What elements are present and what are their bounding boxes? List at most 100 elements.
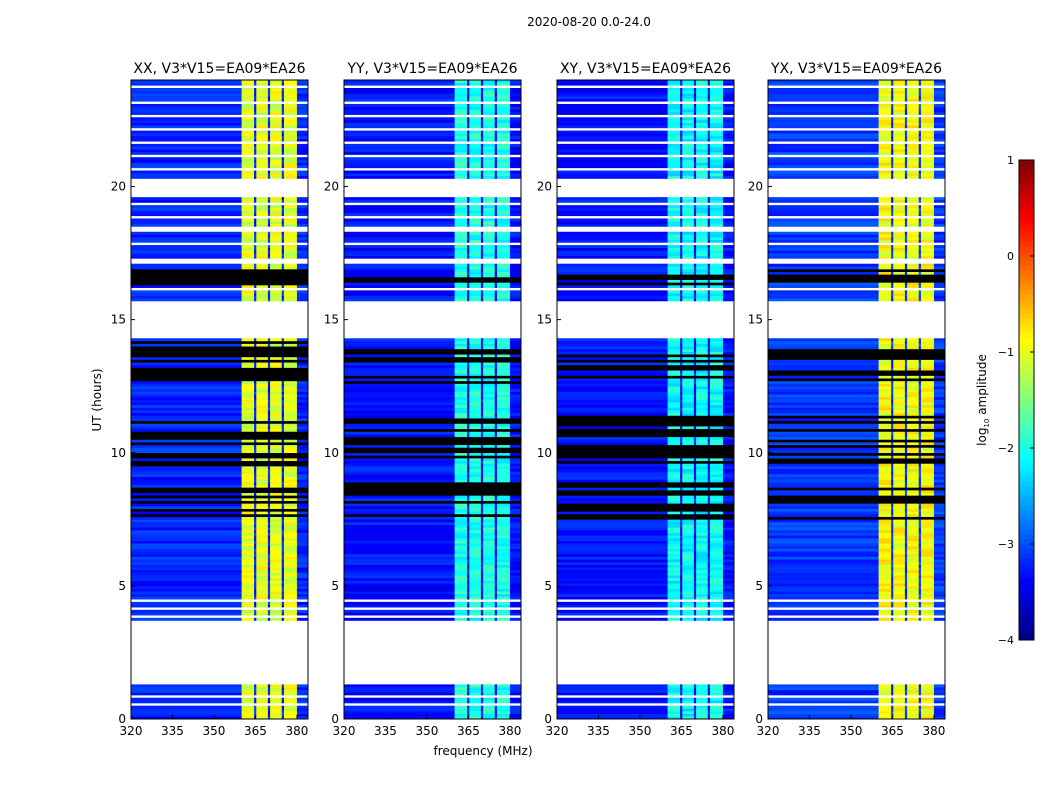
heatmap-cell [455,445,468,448]
heatmap-cell [467,429,470,432]
heatmap-cell [270,264,282,267]
heatmap-cell [242,684,255,687]
heatmap-cell [723,509,734,512]
heatmap-cell [481,272,484,275]
heatmap-cell [668,509,681,512]
heatmap-cell [694,567,697,570]
heatmap-cell [680,149,683,152]
heatmap-cell [455,205,468,208]
heatmap-cell [668,415,681,418]
heatmap-cell [268,277,271,280]
heatmap-cell [270,280,282,283]
heatmap-cell [469,240,481,243]
heatmap-cell [694,152,697,155]
heatmap-cell [467,605,470,608]
heatmap-cell [723,290,734,293]
heatmap-cell [256,708,268,711]
heatmap-cell [131,280,242,283]
heatmap-cell [708,394,711,397]
x-tick-label: 380 [498,724,521,738]
heatmap-cell [467,418,470,421]
heatmap-cell [768,706,879,709]
heatmap-cell [495,264,498,267]
heatmap-cell [557,253,668,256]
heatmap-cell [483,471,495,474]
heatmap-cell [723,594,734,597]
heatmap-cell [934,602,945,605]
heatmap-cell [344,498,455,501]
heatmap-cell [483,357,495,360]
heatmap-cell [495,541,498,544]
heatmap-cell [481,250,484,253]
heatmap-cell [680,386,683,389]
heatmap-cell [694,498,697,501]
heatmap-cell [268,256,271,259]
heatmap-cell [467,290,470,293]
heatmap-cell [270,131,282,134]
heatmap-cell [256,370,268,373]
heatmap-cell [497,197,510,200]
heatmap-cell [483,282,495,285]
heatmap-cell [723,698,734,701]
heatmap-cell [668,397,681,400]
heatmap-cell [268,176,271,179]
heatmap-cell [668,602,681,605]
heatmap-cell [557,594,668,597]
heatmap-cell [344,160,455,163]
heatmap-cell [282,546,285,549]
heatmap-cell [282,700,285,703]
heatmap-cell [268,493,271,496]
heatmap-cell [891,684,894,687]
heatmap-cell [256,597,268,600]
heatmap-cell [254,586,257,589]
heatmap-cell [284,581,297,584]
heatmap-cell [268,232,271,235]
heatmap-cell [710,684,723,687]
heatmap-cell [483,296,495,299]
heatmap-cell [297,458,308,461]
heatmap-cell [682,112,694,115]
heatmap-cell [282,133,285,136]
heatmap-cell [510,618,521,621]
heatmap-cell [696,583,708,586]
heatmap-cell [242,618,255,621]
heatmap-cell [680,687,683,690]
heatmap-cell [668,461,681,464]
heatmap-cell [710,123,723,126]
heatmap-cell [497,482,510,485]
heatmap-cell [708,567,711,570]
heatmap-cell [344,157,455,160]
heatmap-cell [469,384,481,387]
heatmap-cell [455,293,468,296]
heatmap-cell [256,272,268,275]
heatmap-cell [284,232,297,235]
heatmap-cell [557,506,668,509]
heatmap-cell [268,575,271,578]
heatmap-cell [710,554,723,557]
heatmap-cell [557,533,668,536]
heatmap-cell [268,445,271,448]
heatmap-cell [710,205,723,208]
heatmap-cell [510,360,521,363]
heatmap-cell [680,418,683,421]
heatmap-cell [270,583,282,586]
heatmap-cell [510,471,521,474]
heatmap-cell [242,240,255,243]
heatmap-cell [694,147,697,150]
heatmap-cell [344,698,455,701]
heatmap-cell [455,557,468,560]
heatmap-cell [710,437,723,440]
heatmap-cell [467,298,470,301]
heatmap-cell [268,117,271,120]
heatmap-cell [242,125,255,128]
heatmap-cell [497,253,510,256]
heatmap-cell [557,123,668,126]
heatmap-cell [270,426,282,429]
heatmap-cell [680,400,683,403]
heatmap-cell [284,445,297,448]
heatmap-cell [131,200,242,203]
heatmap-cell [282,123,285,126]
heatmap-cell [723,370,734,373]
heatmap-cell [268,711,271,714]
heatmap-cell [455,474,468,477]
